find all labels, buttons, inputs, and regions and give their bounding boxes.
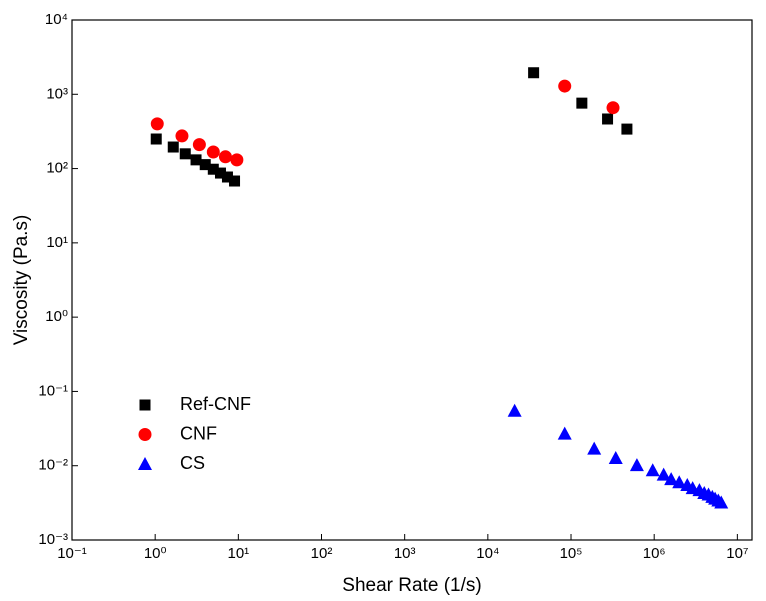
- point: [557, 426, 572, 440]
- legend-label: CNF: [180, 423, 217, 443]
- point: [167, 141, 179, 153]
- point: [714, 495, 729, 509]
- y-tick-label: 10⁻¹: [38, 382, 68, 399]
- point: [576, 97, 588, 109]
- point: [656, 467, 671, 481]
- x-tick-label: 10²: [311, 545, 333, 562]
- y-tick-label: 10⁴: [45, 11, 68, 28]
- point: [230, 153, 244, 167]
- plot-frame: [71, 19, 753, 541]
- x-tick-label: 10⁵: [560, 545, 583, 562]
- y-tick-label: 10⁻³: [38, 531, 68, 548]
- y-tick-label: 10¹: [46, 234, 68, 251]
- point: [221, 171, 233, 183]
- y-tick-label: 10⁰: [45, 308, 68, 325]
- point: [608, 451, 623, 465]
- point: [206, 145, 220, 159]
- point: [672, 475, 687, 489]
- legend-marker: [138, 428, 152, 441]
- point: [587, 441, 602, 455]
- point: [192, 138, 206, 152]
- x-tick-label: 10⁷: [726, 545, 748, 562]
- x-tick-label: 10⁻¹: [57, 545, 87, 562]
- x-tick-label: 10⁶: [643, 545, 666, 562]
- y-tick-label: 10²: [46, 160, 68, 177]
- point: [229, 175, 241, 187]
- point: [214, 167, 226, 179]
- point: [629, 458, 644, 472]
- point: [602, 113, 614, 125]
- point: [664, 472, 679, 486]
- point: [190, 154, 202, 166]
- legend-marker: [139, 399, 151, 411]
- legend-label: CS: [180, 453, 205, 473]
- x-axis-title: Shear Rate (1/s): [342, 575, 481, 596]
- legend-label: Ref-CNF: [180, 394, 251, 414]
- point: [207, 163, 219, 175]
- x-tick-label: 10¹: [227, 545, 249, 562]
- point: [175, 129, 189, 143]
- point: [218, 150, 232, 164]
- x-tick-label: 10⁰: [144, 545, 167, 562]
- point: [528, 67, 540, 79]
- point: [621, 123, 633, 135]
- y-tick-label: 10³: [46, 85, 68, 102]
- legend-marker: [138, 457, 152, 470]
- point: [558, 79, 572, 93]
- y-tick-label: 10⁻²: [38, 457, 68, 474]
- x-tick-label: 10³: [394, 545, 416, 562]
- y-axis-title: Viscosity (Pa.s): [11, 215, 32, 346]
- point: [150, 133, 162, 145]
- point: [150, 117, 164, 131]
- point: [606, 101, 620, 115]
- point: [179, 148, 191, 160]
- point: [199, 159, 211, 171]
- x-tick-label: 10⁴: [476, 545, 499, 562]
- point: [507, 403, 522, 417]
- point: [645, 463, 660, 477]
